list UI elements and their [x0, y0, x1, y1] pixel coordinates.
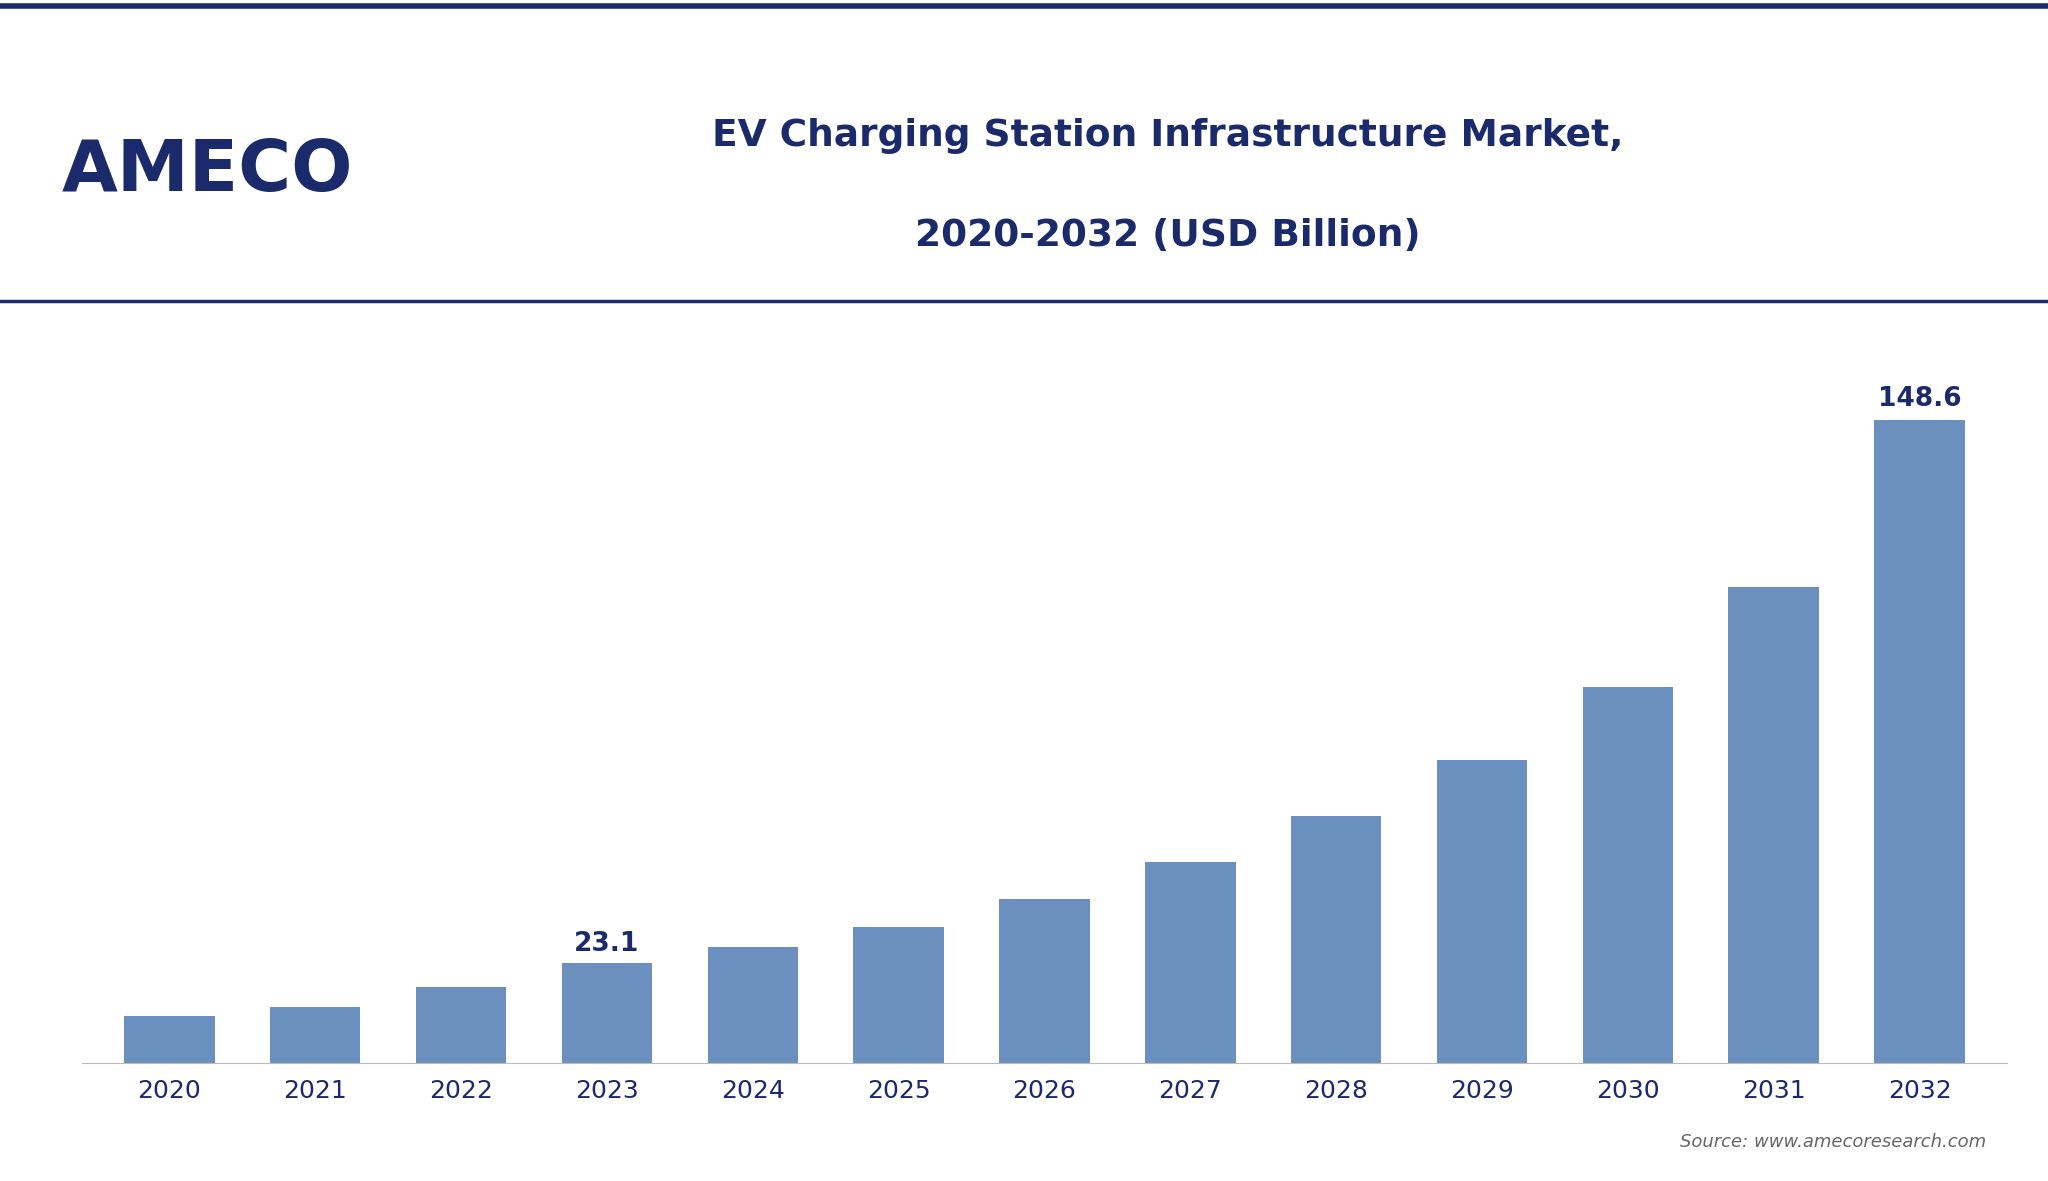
- Text: AMECO: AMECO: [61, 137, 352, 205]
- Bar: [125, 1016, 215, 1063]
- Text: 2020-2032 (USD Billion): 2020-2032 (USD Billion): [915, 218, 1419, 254]
- Bar: [416, 987, 506, 1063]
- Bar: [999, 899, 1090, 1063]
- Text: 23.1: 23.1: [573, 931, 639, 957]
- Bar: [1729, 587, 1819, 1063]
- Bar: [1583, 687, 1673, 1063]
- Bar: [1145, 862, 1235, 1063]
- Bar: [561, 963, 651, 1063]
- Text: Source: www.amecoresearch.com: Source: www.amecoresearch.com: [1681, 1134, 1987, 1151]
- Bar: [1438, 761, 1528, 1063]
- Bar: [854, 927, 944, 1063]
- Text: 148.6: 148.6: [1878, 386, 1962, 412]
- Bar: [1290, 816, 1382, 1063]
- Bar: [270, 1006, 360, 1063]
- Bar: [709, 947, 799, 1063]
- Text: EV Charging Station Infrastructure Market,: EV Charging Station Infrastructure Marke…: [711, 118, 1624, 154]
- Bar: [1874, 420, 1964, 1063]
